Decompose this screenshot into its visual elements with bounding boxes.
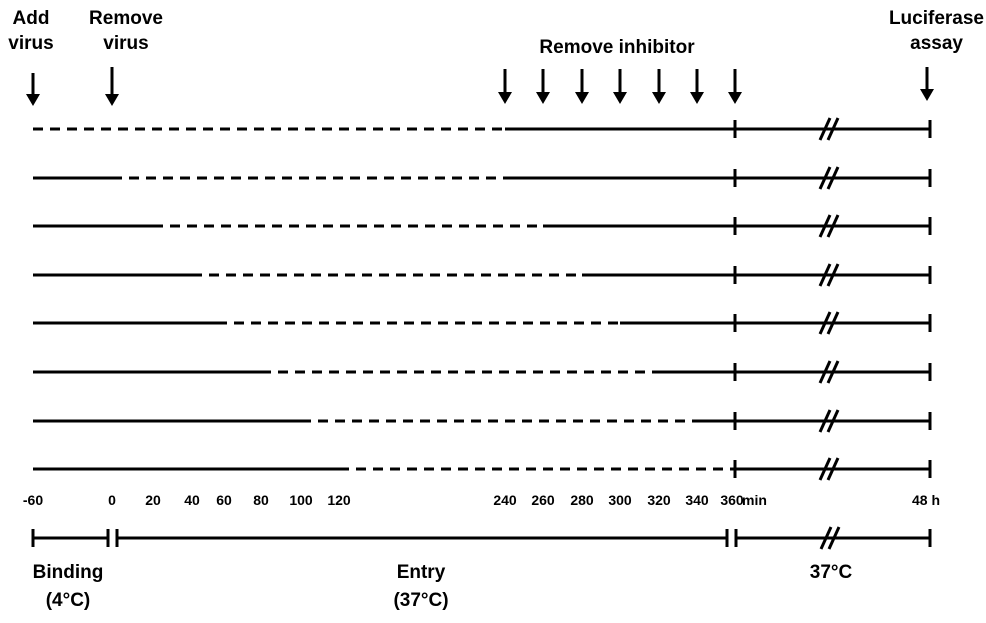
tick-label-60: 60 (216, 492, 232, 508)
tick-label-100: 100 (289, 492, 313, 508)
entry-label-line2: (37°C) (393, 590, 448, 611)
treatment-row-7 (33, 409, 932, 433)
remove-virus-arrow-head (105, 94, 119, 106)
tick-label-300: 300 (608, 492, 632, 508)
tick-label-280: 280 (570, 492, 594, 508)
break-mark-right (826, 117, 840, 141)
remove-inhibitor-arrow-320-head (652, 92, 666, 104)
binding-label-line1: Binding (33, 562, 104, 583)
tick-label-80: 80 (253, 492, 269, 508)
time-tick-labels: -60 0 20 40 60 80 100 120 240 260 280 30… (23, 492, 940, 508)
tick-label-48h: 48 h (912, 492, 940, 508)
culture-temperature-label: 37°C (810, 562, 853, 583)
break-mark-right (826, 409, 840, 433)
remove-inhibitor-arrow-280-head (575, 92, 589, 104)
remove-inhibitor-arrow-300-head (613, 92, 627, 104)
treatment-row-8 (33, 457, 932, 481)
break-mark-right (826, 311, 840, 335)
luciferase-assay-arrow-head (920, 89, 934, 101)
tick-label-40: 40 (184, 492, 200, 508)
break-mark-left (818, 117, 832, 141)
tick-label-min: min (742, 492, 767, 508)
break-mark-left (818, 409, 832, 433)
treatment-row-6 (33, 360, 932, 384)
treatment-row-2 (33, 166, 932, 190)
axis-break-right (827, 526, 841, 550)
remove-inhibitor-arrow-360-head (728, 92, 742, 104)
add-virus-label-line1: Add (13, 8, 50, 29)
break-mark-left (818, 263, 832, 287)
tick-label-340: 340 (685, 492, 709, 508)
treatment-rows (33, 117, 932, 481)
remove-inhibitor-arrow-340-head (690, 92, 704, 104)
tick-label-260: 260 (531, 492, 555, 508)
arrows-group (26, 67, 934, 106)
remove-inhibitor-arrow-260-head (536, 92, 550, 104)
break-mark-right (826, 166, 840, 190)
remove-virus-label-line1: Remove (89, 8, 163, 29)
break-mark-right (826, 360, 840, 384)
tick-label-neg60: -60 (23, 492, 43, 508)
add-virus-arrow-head (26, 94, 40, 106)
remove-inhibitor-label: Remove inhibitor (539, 37, 695, 58)
remove-virus-label-line2: virus (103, 33, 148, 54)
luciferase-assay-label-line1: Luciferase (889, 8, 984, 29)
remove-inhibitor-arrow-240-head (498, 92, 512, 104)
axis-break-left (819, 526, 833, 550)
tick-label-240: 240 (493, 492, 517, 508)
binding-label-line2: (4°C) (46, 590, 91, 611)
tick-label-20: 20 (145, 492, 161, 508)
treatment-row-5 (33, 311, 932, 335)
break-mark-left (818, 360, 832, 384)
add-virus-label-line2: virus (8, 33, 53, 54)
break-mark-left (818, 311, 832, 335)
break-mark-right (826, 214, 840, 238)
tick-label-0: 0 (108, 492, 116, 508)
treatment-row-4 (33, 263, 932, 287)
treatment-row-3 (33, 214, 932, 238)
break-mark-left (818, 457, 832, 481)
break-mark-right (826, 457, 840, 481)
break-mark-right (826, 263, 840, 287)
treatment-row-1 (33, 117, 932, 141)
break-mark-left (818, 214, 832, 238)
luciferase-assay-label-line2: assay (910, 33, 963, 54)
break-mark-left (818, 166, 832, 190)
tick-label-360: 360 (720, 492, 744, 508)
tick-label-120: 120 (327, 492, 351, 508)
entry-label-line1: Entry (397, 562, 446, 583)
tick-label-320: 320 (647, 492, 671, 508)
phase-axis (31, 526, 932, 550)
